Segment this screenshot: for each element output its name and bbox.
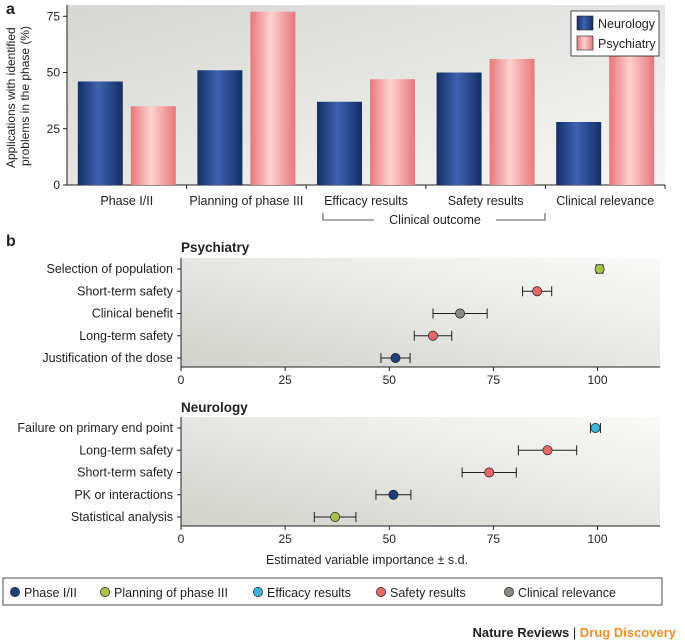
legend-label-neurology: Neurology [598, 17, 656, 31]
variable-label: PK or interactions [74, 488, 173, 502]
data-point [484, 467, 495, 478]
data-point [330, 512, 341, 522]
legend-label: Clinical relevance [518, 586, 616, 600]
data-point [532, 286, 543, 297]
panel-a-legend: Neurology Psychiatry [570, 10, 660, 57]
data-point [542, 445, 553, 456]
x-tick-label: 0 [178, 373, 185, 387]
bar-psychiatry-1 [130, 106, 176, 185]
legend-label: Planning of phase III [114, 586, 228, 600]
data-point [388, 489, 399, 500]
data-point [590, 423, 601, 433]
y-tick-label: 25 [47, 122, 61, 136]
legend-label-psychiatry: Psychiatry [598, 37, 656, 51]
x-tick-label: 25 [278, 532, 292, 546]
panel-a-ylabel-line2: problems in the phase (%) [18, 26, 32, 166]
x-tick-label: 100 [588, 373, 608, 387]
bar-neurology-1 [77, 81, 123, 185]
panel-b-label: b [6, 233, 16, 250]
x-tick-label: 75 [487, 532, 501, 546]
bar-neurology-3 [317, 101, 362, 185]
variable-label: Selection of population [47, 262, 174, 276]
bar-psychiatry-2 [250, 11, 296, 185]
legend-swatch-neurology [576, 15, 594, 31]
data-point [594, 264, 605, 274]
variable-label: Justification of the dose [42, 351, 173, 365]
panel-a-ylabel-line1: Applications with identified [4, 27, 18, 168]
panel-a-label: a [6, 1, 15, 18]
legend-marker [376, 587, 386, 597]
bar-psychiatry-3 [370, 79, 415, 185]
variable-label: Statistical analysis [71, 510, 173, 524]
legend-label: Phase I/II [24, 586, 77, 600]
bar-psychiatry-4 [489, 59, 535, 185]
legend-marker [253, 587, 263, 597]
journal-credit: Nature Reviews | Drug Discovery [472, 625, 676, 640]
data-point [455, 308, 466, 319]
variable-label: Short-term safety [77, 466, 174, 480]
legend-label: Efficacy results [267, 586, 351, 600]
panel-b-legend: Phase I/II Planning of phase III Efficacy … [2, 577, 663, 606]
legend-marker [100, 587, 110, 597]
clinical-outcome-bracket: Clinical outcome [322, 212, 546, 227]
x-category-label: Phase I/II [100, 194, 153, 208]
legend-label: Safety results [390, 586, 466, 600]
x-tick-label: 50 [383, 373, 397, 387]
variable-label: Clinical benefit [92, 307, 174, 321]
legend-swatch-psychiatry [576, 35, 594, 51]
journal-separator: | [573, 625, 580, 640]
clinical-outcome-label: Clinical outcome [389, 213, 481, 227]
panel-a-ylabel: Applications with identified problems in… [4, 24, 32, 168]
x-tick-label: 100 [588, 532, 608, 546]
data-point [428, 330, 438, 341]
y-tick-label: 50 [47, 66, 61, 80]
subplot-title-psychiatry: Psychiatry [181, 240, 250, 255]
legend-marker [10, 587, 20, 597]
panel-b-xlabel: Estimated variable importance ± s.d. [266, 553, 468, 567]
y-tick-label: 0 [53, 178, 60, 192]
x-tick-label: 50 [383, 532, 397, 546]
bar-neurology-2 [197, 70, 243, 185]
legend-marker [504, 587, 514, 597]
variable-label: Failure on primary end point [17, 421, 173, 435]
x-category-label: Clinical relevance [556, 194, 654, 208]
variable-label: Long-term safety [79, 443, 174, 457]
x-category-label: Planning of phase III [189, 194, 303, 208]
y-tick-label: 75 [47, 9, 61, 23]
variable-label: Short-term safety [77, 284, 174, 298]
x-category-label: Safety results [448, 194, 524, 208]
panel-b-plot-area-neurology [181, 417, 660, 526]
x-tick-label: 25 [278, 373, 292, 387]
panel-b-plot-area-psychiatry [181, 258, 660, 367]
journal-name: Nature Reviews [472, 625, 572, 640]
variable-label: Long-term safety [79, 329, 174, 343]
data-point [390, 353, 401, 363]
x-category-label: Efficacy results [324, 194, 408, 208]
journal-title: Drug Discovery [580, 625, 677, 640]
x-tick-label: 75 [487, 373, 501, 387]
subplot-title-neurology: Neurology [181, 400, 248, 415]
bar-neurology-5 [556, 122, 602, 185]
bar-psychiatry-5 [609, 50, 655, 185]
x-tick-label: 0 [178, 532, 185, 546]
bar-neurology-4 [436, 72, 482, 185]
